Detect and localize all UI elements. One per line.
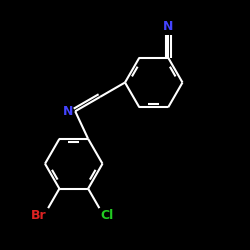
Text: Cl: Cl [100,210,114,222]
Text: N: N [63,105,73,118]
Text: Br: Br [31,210,47,222]
Text: N: N [163,20,173,33]
